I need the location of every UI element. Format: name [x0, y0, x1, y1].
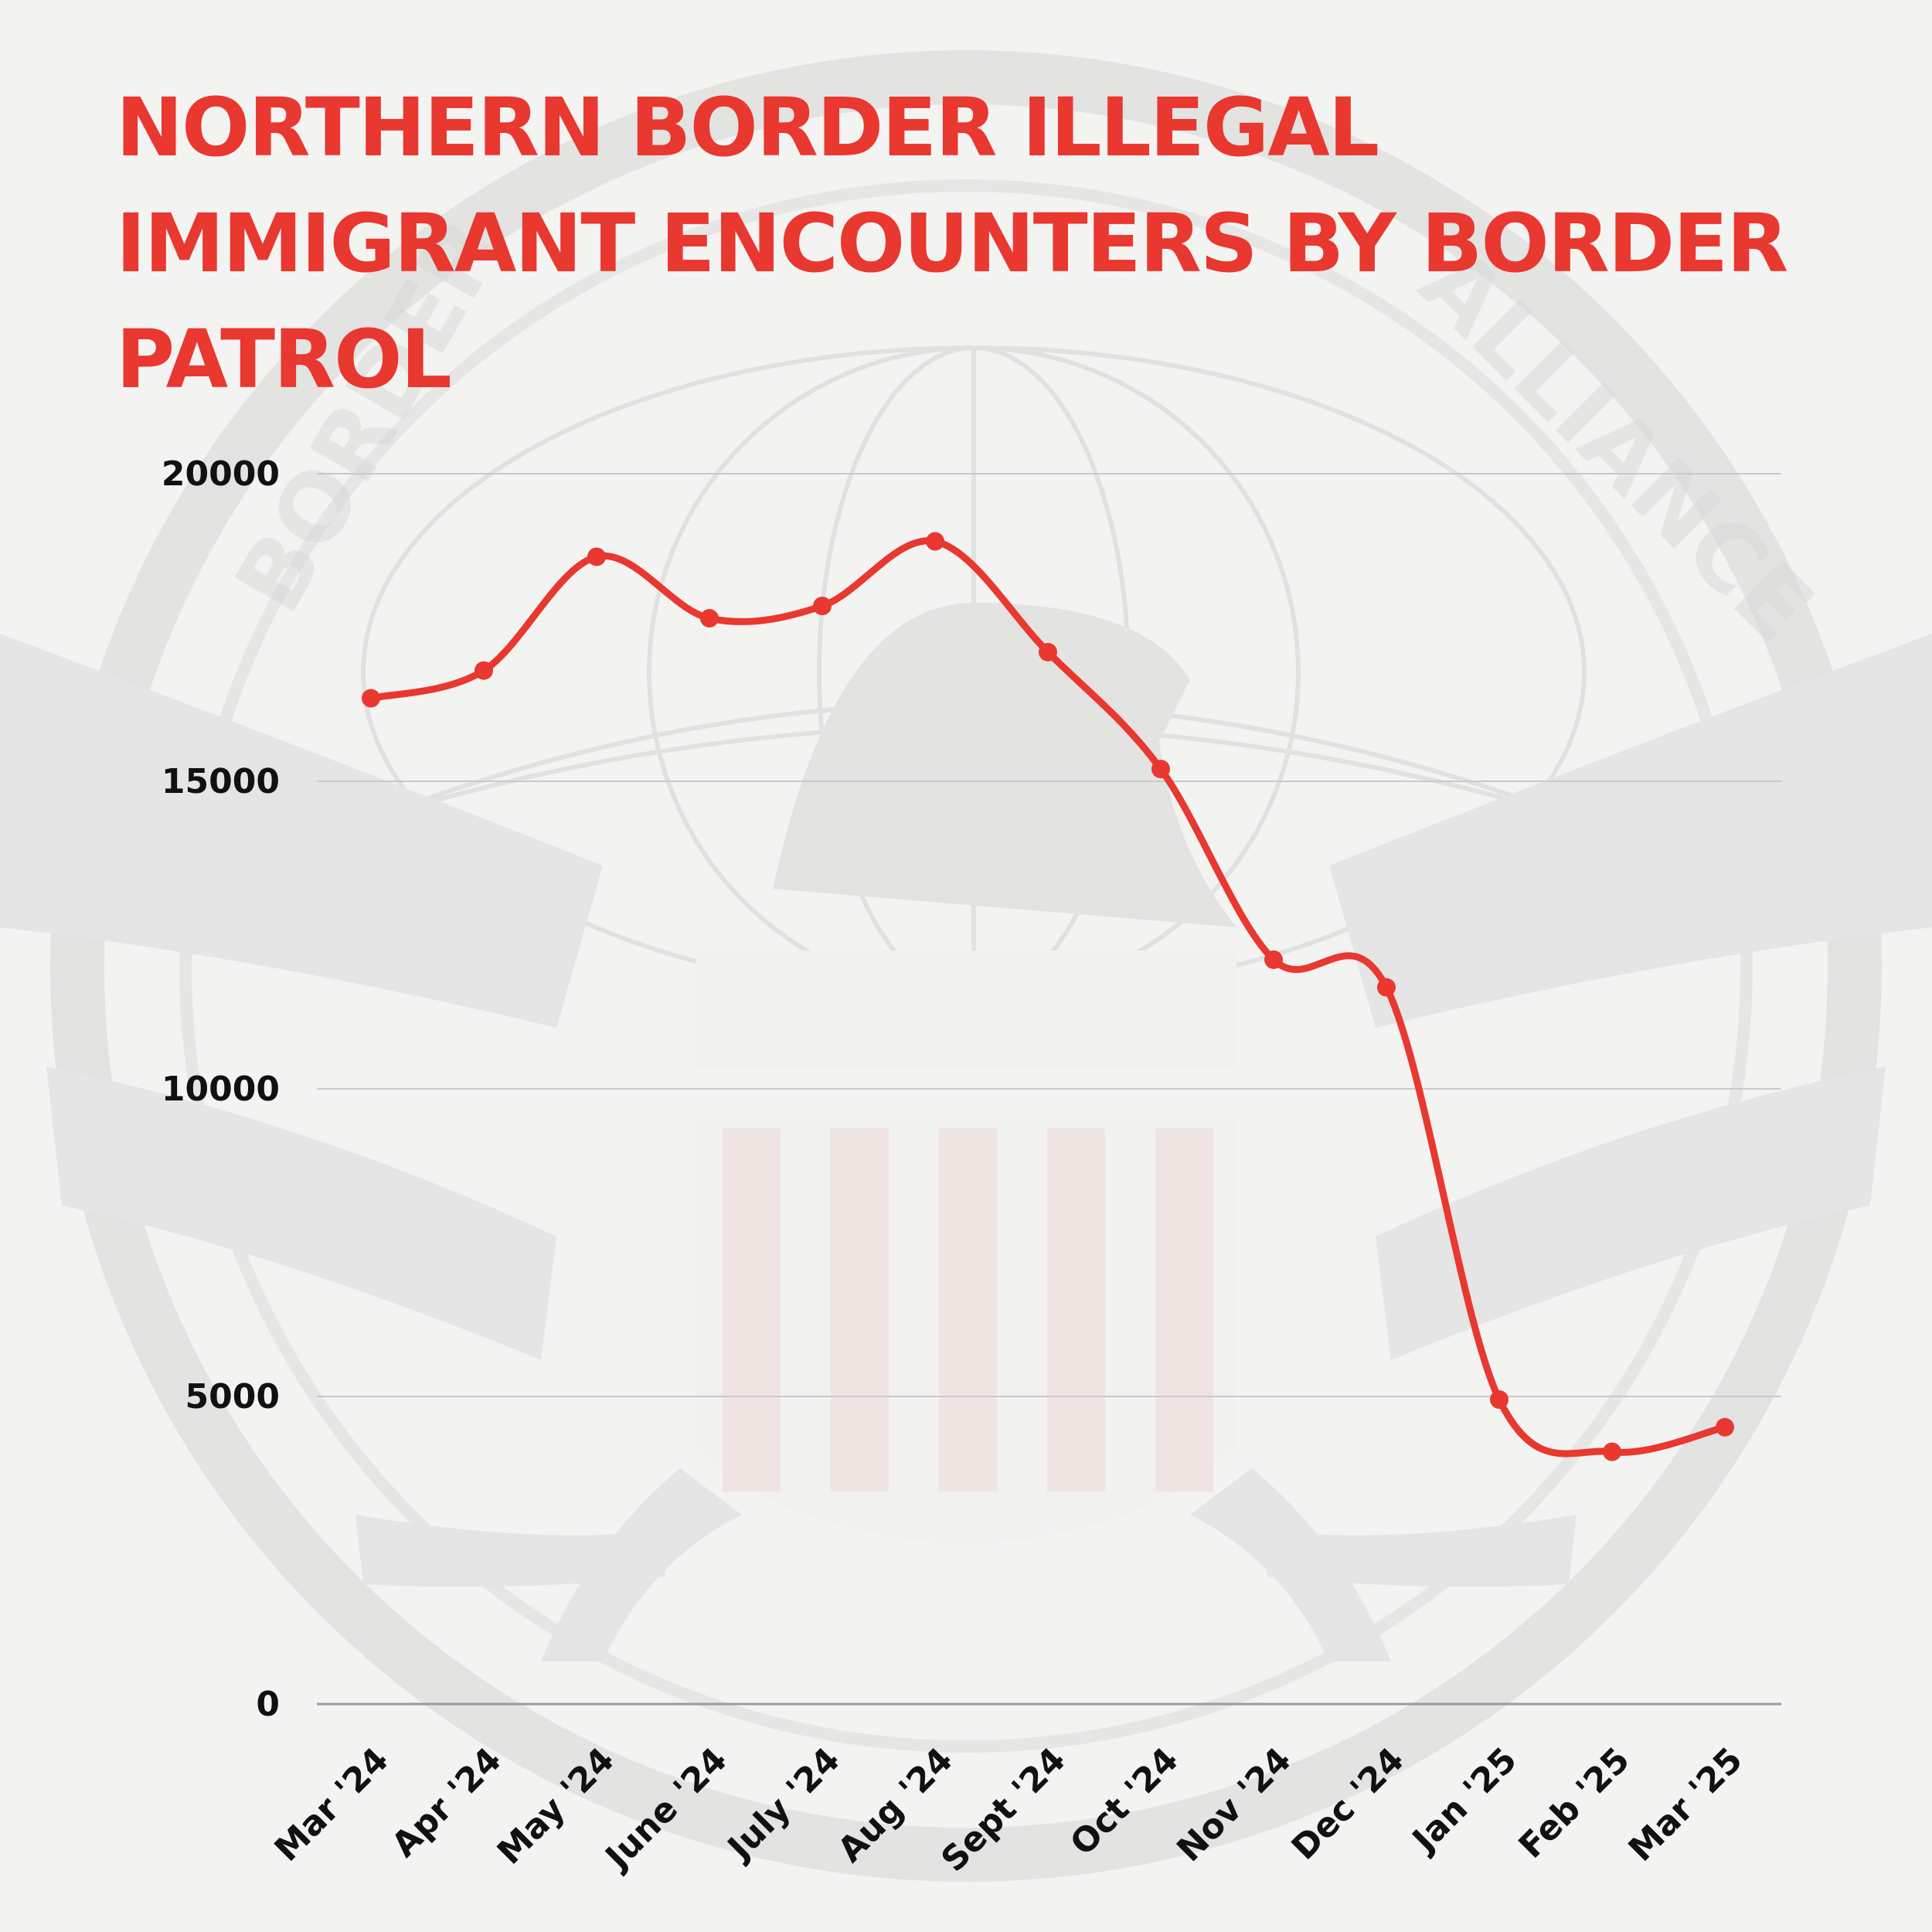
- data-point: [587, 547, 606, 566]
- data-point: [1603, 1442, 1621, 1461]
- series-line: [367, 537, 1729, 1458]
- chart-title: Northern Border Illegal Immigrant Encoun…: [116, 80, 1788, 406]
- x-tick-label: July '24: [719, 1740, 848, 1869]
- data-point: [926, 532, 944, 551]
- x-tick-label: Jan '25: [1403, 1740, 1525, 1862]
- data-point: [1039, 642, 1057, 662]
- y-tick-label: 10000: [162, 1070, 280, 1109]
- data-point: [362, 689, 380, 708]
- data-point: [813, 597, 832, 616]
- data-point: [1716, 1417, 1734, 1437]
- data-point: [1377, 978, 1396, 997]
- x-tick-label: Oct '24: [1063, 1740, 1185, 1863]
- y-tick-label: 15000: [162, 762, 280, 801]
- y-tick-label: 5000: [185, 1377, 280, 1417]
- x-tick-label: Nov '24: [1169, 1740, 1298, 1869]
- data-point: [700, 609, 719, 628]
- x-tick-label: Dec '24: [1284, 1740, 1412, 1868]
- x-tick-label: Feb '25: [1512, 1740, 1638, 1866]
- data-points: [362, 532, 1734, 1461]
- data-point: [474, 661, 493, 680]
- y-axis-ticks: 0 5000 10000 15000 20000: [162, 454, 280, 1724]
- x-tick-label: June '24: [597, 1740, 735, 1879]
- gridlines: [317, 473, 1781, 1706]
- data-point: [1264, 950, 1283, 969]
- x-tick-label: Apr '24: [384, 1740, 509, 1865]
- x-tick-label: Mar '25: [1621, 1740, 1750, 1869]
- x-tick-label: Mar '24: [267, 1740, 396, 1869]
- x-tick-label: Sept '24: [934, 1740, 1073, 1879]
- data-point: [1151, 760, 1170, 779]
- data-point: [1490, 1389, 1509, 1409]
- y-tick-label: 0: [256, 1685, 280, 1724]
- y-tick-label: 20000: [162, 454, 280, 494]
